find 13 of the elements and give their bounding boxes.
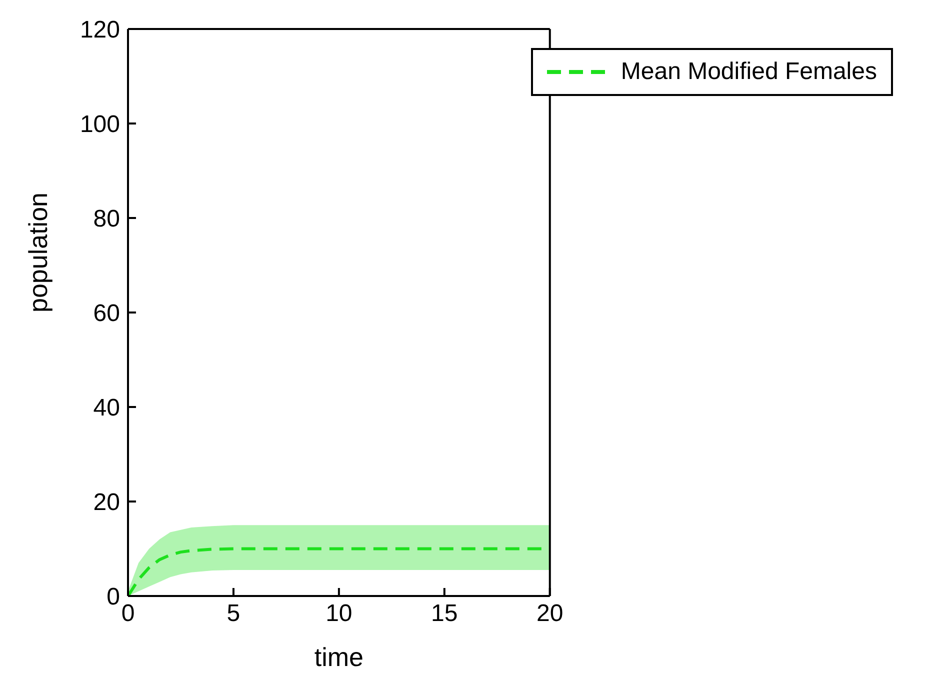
x-axis-title: time [314,642,364,672]
y-tick-label: 40 [93,394,120,422]
y-tick-label: 20 [93,489,120,516]
y-tick-label: 120 [80,16,120,44]
y-axis-title: population [23,192,54,312]
y-tick-label: 100 [80,111,120,138]
y-tick-label: 60 [93,300,120,328]
x-tick-label: 20 [536,600,564,628]
x-tick-label: 10 [326,600,352,628]
legend-label: Mean Modified Females [620,58,877,86]
x-tick-label: 15 [431,600,458,628]
y-tick-label: 80 [93,206,120,233]
x-tick-label: 5 [226,600,240,628]
